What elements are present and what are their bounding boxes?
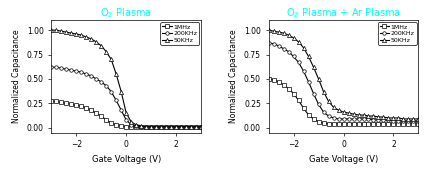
Legend: 1MHz, 200KHz, 50KHz: 1MHz, 200KHz, 50KHz [377, 22, 416, 45]
Title: O$_2$ Plasma + Ar Plasma: O$_2$ Plasma + Ar Plasma [285, 7, 400, 20]
X-axis label: Gate Voltage (V): Gate Voltage (V) [308, 155, 377, 164]
Y-axis label: Normalized Capacitance: Normalized Capacitance [12, 30, 21, 123]
Title: O$_2$ Plasma: O$_2$ Plasma [100, 7, 152, 20]
Y-axis label: Normalized Capacitance: Normalized Capacitance [229, 30, 238, 123]
X-axis label: Gate Voltage (V): Gate Voltage (V) [91, 155, 161, 164]
Legend: 1MHz, 200KHz, 50KHz: 1MHz, 200KHz, 50KHz [160, 22, 199, 45]
